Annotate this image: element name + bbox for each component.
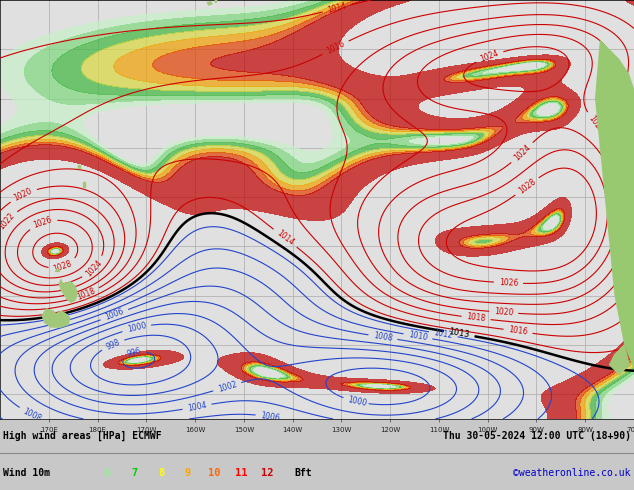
Text: 12: 12 xyxy=(261,468,274,478)
Polygon shape xyxy=(207,2,212,5)
Polygon shape xyxy=(56,269,58,271)
Text: Thu 30-05-2024 12:00 UTC (18+90): Thu 30-05-2024 12:00 UTC (18+90) xyxy=(443,431,631,441)
Text: 1004: 1004 xyxy=(186,401,207,413)
Text: 1014: 1014 xyxy=(327,2,347,15)
Text: 1028: 1028 xyxy=(517,177,537,196)
Text: 1018: 1018 xyxy=(466,313,486,323)
Text: 1006: 1006 xyxy=(260,411,280,423)
Text: 1024: 1024 xyxy=(84,258,103,278)
Text: 1022: 1022 xyxy=(586,114,605,135)
Text: 996: 996 xyxy=(126,347,143,359)
Text: 1006: 1006 xyxy=(104,307,125,322)
Text: 8: 8 xyxy=(158,468,164,478)
Text: 1008: 1008 xyxy=(373,331,393,343)
Text: 11: 11 xyxy=(235,468,247,478)
Text: 1016: 1016 xyxy=(508,325,528,337)
Polygon shape xyxy=(58,278,78,303)
Polygon shape xyxy=(83,182,86,187)
Text: 1012: 1012 xyxy=(433,328,453,341)
Text: 1026: 1026 xyxy=(32,216,53,230)
Text: High wind areas [HPa] ECMWF: High wind areas [HPa] ECMWF xyxy=(3,431,162,441)
Polygon shape xyxy=(214,0,217,2)
Text: 9: 9 xyxy=(184,468,191,478)
Text: 1020: 1020 xyxy=(494,307,514,318)
Text: Wind 10m: Wind 10m xyxy=(3,468,50,478)
Text: 1008: 1008 xyxy=(22,406,43,423)
Polygon shape xyxy=(41,308,71,328)
Text: ©weatheronline.co.uk: ©weatheronline.co.uk xyxy=(514,468,631,478)
Text: 1016: 1016 xyxy=(325,39,346,56)
Polygon shape xyxy=(595,39,634,369)
Text: 7: 7 xyxy=(131,468,138,478)
Text: 1000: 1000 xyxy=(126,321,147,334)
Text: 10: 10 xyxy=(208,468,221,478)
Polygon shape xyxy=(78,165,81,168)
Text: 1026: 1026 xyxy=(499,278,518,288)
Text: 1000: 1000 xyxy=(347,395,368,408)
Text: 1014: 1014 xyxy=(275,229,295,247)
Text: 1024: 1024 xyxy=(512,143,533,163)
Polygon shape xyxy=(610,345,629,374)
Text: 6: 6 xyxy=(105,468,111,478)
Text: 1020: 1020 xyxy=(13,187,34,203)
Text: 1028: 1028 xyxy=(53,259,74,273)
Text: 1010: 1010 xyxy=(408,330,428,343)
Text: 1022: 1022 xyxy=(0,211,16,231)
Text: 1013: 1013 xyxy=(448,327,470,340)
Text: 1018: 1018 xyxy=(75,286,96,302)
Text: 998: 998 xyxy=(105,337,121,351)
Text: 1024: 1024 xyxy=(479,49,500,64)
Text: Bft: Bft xyxy=(294,468,312,478)
Text: 1002: 1002 xyxy=(217,380,238,394)
